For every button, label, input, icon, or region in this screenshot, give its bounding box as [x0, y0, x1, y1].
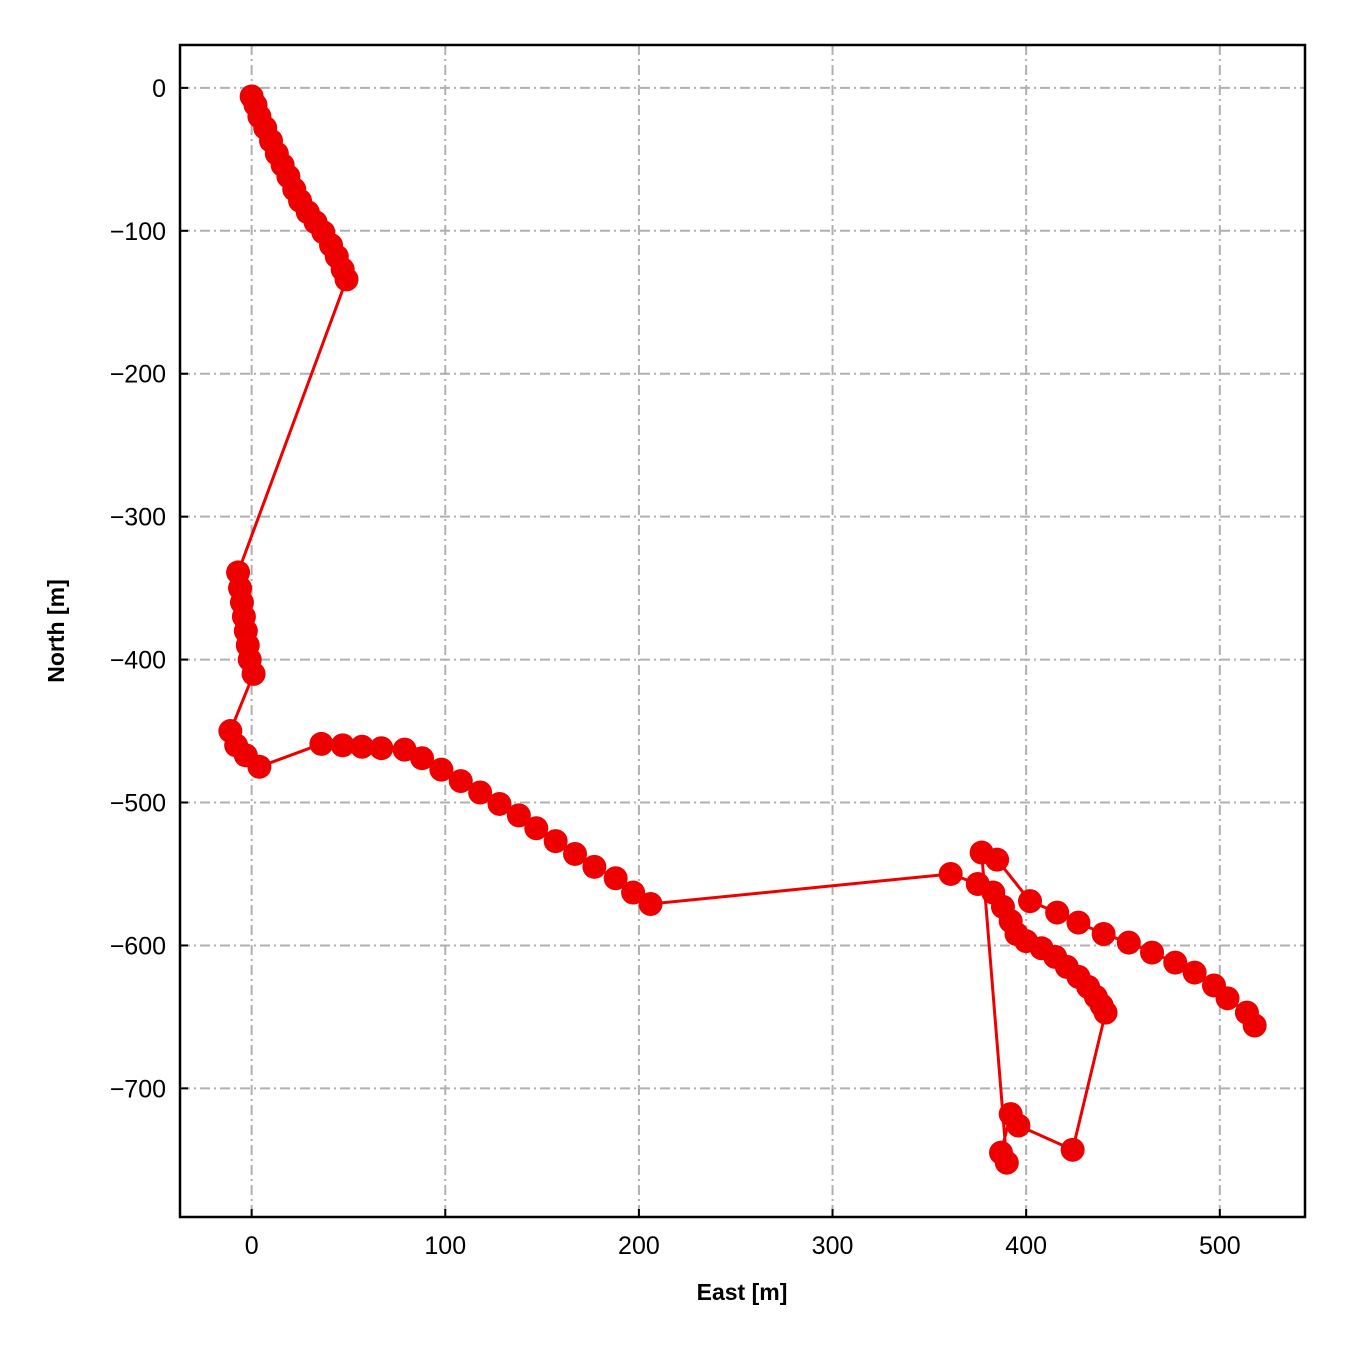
y-tick-label: −700: [110, 1075, 166, 1103]
marker: [582, 854, 607, 879]
marker: [487, 791, 512, 816]
marker: [1163, 950, 1188, 975]
marker: [998, 1102, 1023, 1127]
y-tick-label: −500: [110, 790, 166, 818]
plot-frame: [178, 43, 1307, 1219]
marker: [1215, 986, 1240, 1011]
x-tick-label: 400: [1005, 1232, 1047, 1260]
marker: [1066, 910, 1091, 935]
marker: [448, 769, 473, 794]
x-tick-label: 200: [618, 1232, 660, 1260]
marker: [524, 816, 549, 841]
marker: [410, 746, 435, 771]
y-axis-label: North [m]: [43, 579, 69, 682]
marker: [1182, 960, 1207, 985]
marker: [563, 841, 588, 866]
marker: [241, 661, 266, 686]
marker: [247, 754, 272, 779]
marker: [1045, 900, 1070, 925]
marker: [468, 780, 493, 805]
marker: [1140, 940, 1165, 965]
marker: [985, 847, 1010, 872]
marker: [506, 803, 531, 828]
marker: [330, 733, 355, 758]
x-tick-label: 0: [245, 1232, 259, 1260]
x-tick-label: 300: [812, 1232, 854, 1260]
marker: [638, 891, 663, 916]
marker: [994, 1150, 1019, 1175]
marker: [621, 880, 646, 905]
marker: [429, 757, 454, 782]
y-tick-label: −600: [110, 932, 166, 960]
marker: [350, 734, 375, 759]
marker: [334, 267, 359, 292]
marker: [1018, 889, 1043, 914]
marker: [1116, 930, 1141, 955]
marker: [1242, 1013, 1267, 1038]
marker: [938, 861, 963, 886]
marker: [543, 829, 568, 854]
x-axis-label: East [m]: [697, 1279, 788, 1305]
y-tick-label: −200: [110, 361, 166, 389]
y-tick-label: 0: [152, 75, 166, 103]
marker: [1091, 922, 1116, 947]
y-tick-label: −100: [110, 218, 166, 246]
marker: [309, 731, 334, 756]
marker: [603, 866, 628, 891]
marker: [1093, 1000, 1118, 1025]
x-tick-label: 500: [1199, 1232, 1241, 1260]
y-tick-label: −400: [110, 647, 166, 675]
marker: [1060, 1137, 1085, 1162]
x-tick-label: 100: [424, 1232, 466, 1260]
y-tick-label: −300: [110, 504, 166, 532]
marker: [369, 736, 394, 761]
